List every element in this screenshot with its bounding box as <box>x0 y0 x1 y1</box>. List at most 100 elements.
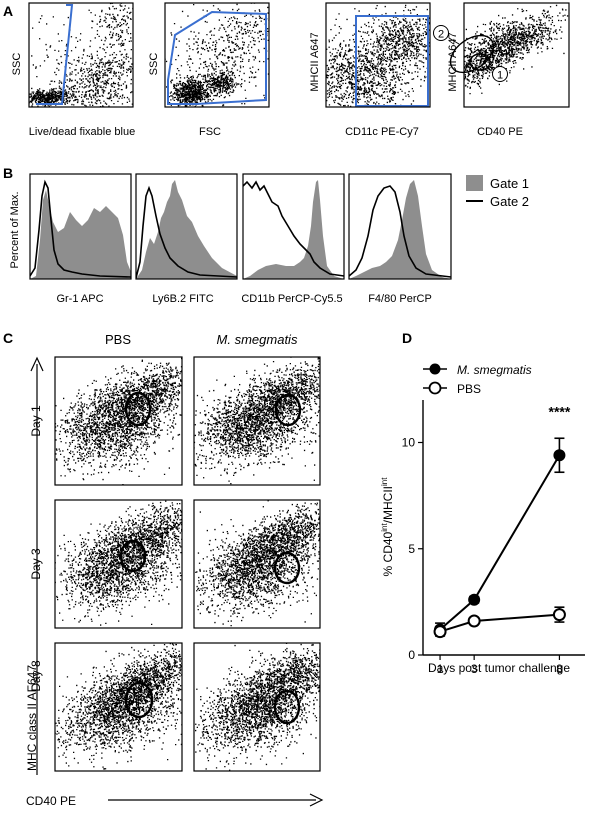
gate-2-leader <box>448 37 460 45</box>
x-axis-label: CD40 PE <box>26 794 76 808</box>
plot-frame <box>135 173 238 280</box>
x-tick-label: 3 <box>471 662 478 676</box>
scatter-dots <box>165 3 269 107</box>
data-point-pbs <box>467 614 481 628</box>
panel-d: D M. smegmatis PBS % CD40int/MHCIIint Da… <box>380 330 585 676</box>
row-label-day-1: Day 1 <box>29 405 43 437</box>
x-axis-label: CD11c PE-Cy7 <box>345 126 419 138</box>
event-dots <box>55 357 182 485</box>
x-axis-label: Gr-1 APC <box>56 293 103 305</box>
dotplot-pbs-day-1 <box>54 356 183 486</box>
scatter-dots <box>55 500 182 628</box>
plot-frame <box>193 642 321 772</box>
dotplot-m-smegmatis-day-3 <box>193 499 321 629</box>
x-axis-label: Ly6B.2 FITC <box>152 293 213 305</box>
legend-marker-m-smegmatis <box>429 363 441 375</box>
dotplot-pbs-day-3 <box>54 499 183 629</box>
series-line-m-smegmatis <box>439 454 561 631</box>
scatter-dots <box>326 4 430 107</box>
y-axis-label: SSC <box>148 53 160 76</box>
x-axis-label: Days post tumor challenge <box>428 661 570 675</box>
scatter-dots <box>194 500 320 627</box>
x-axis-label: CD40 PE <box>477 126 523 138</box>
y-tick-label: 5 <box>408 542 415 556</box>
plot-frame <box>193 356 321 486</box>
plot-frame <box>29 173 132 280</box>
legend: Gate 1 Gate 2 <box>466 175 529 209</box>
y-tick-label: 10 <box>402 436 416 450</box>
plot-frame <box>193 499 321 629</box>
panel-a-plot-1: SSC Live/dead fixable blue <box>11 2 135 138</box>
legend-label-gate-2: Gate 2 <box>490 194 529 209</box>
panel-a-plot-3: MHCII A647 CD11c PE-Cy7 <box>309 2 431 138</box>
legend-label-m-smegmatis: M. smegmatis <box>457 363 532 377</box>
y-axis-label: SSC <box>11 53 23 76</box>
y-axis-label: MHCII A647 <box>309 32 321 91</box>
x-tick-label: 1 <box>437 662 444 676</box>
panel-c-letter: C <box>3 330 13 346</box>
gate-1-outline <box>469 53 491 71</box>
event-dots <box>55 500 182 628</box>
event-dots <box>194 357 320 485</box>
data-point-pbs <box>433 625 447 639</box>
histogram-gr1: Gr-1 APC <box>29 173 132 305</box>
histogram-cd11b: CD11b PerCP-Cy5.5 <box>241 173 345 305</box>
y-axis-arrowhead <box>30 356 44 372</box>
scatter-dots <box>464 4 569 95</box>
column-header-pbs: PBS <box>105 332 131 347</box>
gate-outline <box>355 15 429 107</box>
gate-1-histogram <box>136 180 237 279</box>
gate-1-histogram <box>30 190 131 279</box>
panel-b: B Percent of Max. Gr-1 APC Ly6B.2 FITC <box>3 165 529 305</box>
x-axis-label: FSC <box>199 126 221 138</box>
histogram-ly6b2: Ly6B.2 FITC <box>135 173 238 305</box>
data-point-m-smegmatis <box>553 449 566 462</box>
histogram-f480: F4/80 PerCP <box>348 173 452 305</box>
gate-ellipse <box>273 551 301 585</box>
panel-a-plot-2: SSC FSC <box>148 2 270 138</box>
dotplot-pbs-day-8 <box>54 642 183 772</box>
gate-2-histogram <box>30 179 131 278</box>
data-point-m-smegmatis <box>468 593 481 606</box>
gate-2-histogram <box>136 185 237 279</box>
gate-1-histogram <box>349 180 451 279</box>
scatter-dots <box>55 643 182 770</box>
x-axis-label: F4/80 PerCP <box>368 293 432 305</box>
scatter-dots <box>29 3 133 107</box>
y-axis-label: MHCII A647 <box>447 32 459 91</box>
plot-frame <box>348 173 452 280</box>
plot-frame <box>463 2 570 108</box>
y-axis-label: MHC class II AF647 <box>25 665 39 771</box>
gate-1-marker <box>492 66 508 82</box>
scatter-dots <box>55 357 182 485</box>
data-point-pbs <box>552 608 566 622</box>
gate-ellipse <box>124 391 152 427</box>
panel-a-plot-4: 2 1 MHCII A647 CD40 PE <box>433 2 570 138</box>
event-dots <box>55 643 182 770</box>
gate-2-histogram <box>349 185 451 278</box>
x-axis-label: Live/dead fixable blue <box>29 126 135 138</box>
panel-a-letter: A <box>3 3 13 19</box>
plot-frame <box>54 642 183 772</box>
x-axis-arrowhead <box>309 793 324 807</box>
panel-d-letter: D <box>402 330 412 346</box>
legend-label-gate-1: Gate 1 <box>490 176 529 191</box>
plot-frame <box>28 2 134 108</box>
legend-marker-pbs <box>428 381 442 395</box>
gate-1-label: 1 <box>497 70 503 82</box>
gate-outline <box>167 10 267 105</box>
legend-label-pbs: PBS <box>457 382 481 396</box>
gate-2-marker <box>433 25 449 41</box>
line-chart: 0 5 10 1 3 8 **** <box>402 400 585 676</box>
gate-2-histogram <box>243 180 344 277</box>
panel-b-letter: B <box>3 165 13 181</box>
legend-swatch-gate-1 <box>466 175 483 191</box>
plot-frame <box>54 356 183 486</box>
dotplot-m-smegmatis-day-1 <box>193 356 321 486</box>
gate-ellipse <box>119 539 147 573</box>
gate-2-outline <box>449 34 495 74</box>
gate-ellipse <box>124 681 154 719</box>
column-header-m-smegmatis: M. smegmatis <box>217 332 298 347</box>
gate-ellipse <box>274 393 302 427</box>
